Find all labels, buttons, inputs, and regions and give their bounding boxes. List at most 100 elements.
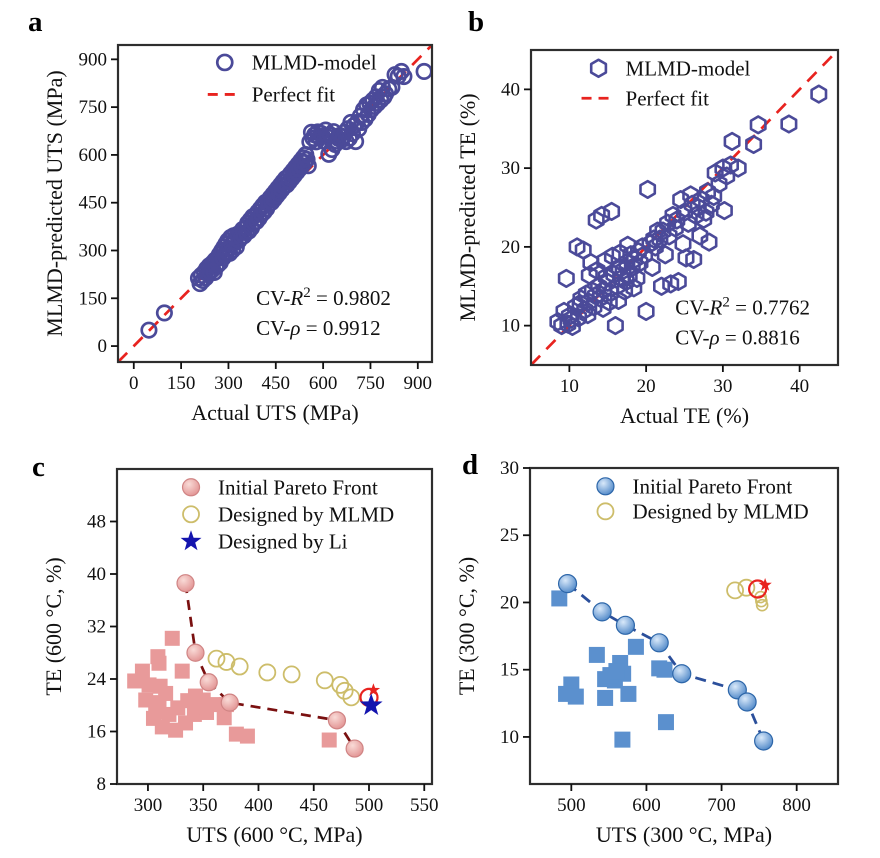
data-point-square [567,688,584,705]
data-point-hexagon [611,243,629,263]
y-tick-label: 32 [87,617,106,638]
y-tick-label: 10 [501,316,520,337]
data-point-star [180,530,202,551]
x-tick-label: 10 [560,376,579,397]
y-tick-label: 600 [79,145,108,166]
y-tick-label: 900 [79,49,108,70]
panel-a: a 0 150 300 450 600 750 900 0 150 300 450 600 750 900… [0,0,440,429]
y-tick-label: 30 [500,458,519,479]
data-point-hexagon [631,253,649,273]
data-point-hexagon [697,202,715,222]
panel-a-letter: a [28,6,43,38]
data-point-square [656,661,673,678]
y-tick-label: 300 [79,240,108,261]
x-tick-label: 550 [410,795,439,816]
y-tick-label: 20 [500,592,519,613]
data-point-hexagon [589,58,608,79]
y-tick-label: 20 [501,237,520,258]
legend-label: Perfect fit [252,82,336,106]
data-point-hexagon [656,245,674,265]
data-point-square [321,732,337,748]
data-point-open-circle [331,676,350,694]
panel-d-letter: d [462,449,479,481]
data-point-hexagon [810,84,828,104]
y-tick-label: 8 [97,774,107,795]
data-point-hexagon [710,174,728,194]
panel-c: c 300 350 400 450 500 550 8 16 24 32 40 48 UTS (600 … [0,429,440,858]
data-point-star [359,693,383,715]
y-tick-label: 15 [500,660,519,681]
data-point-open-circle [317,121,335,139]
data-point-hexagon [780,114,798,134]
x-tick-label: 450 [299,795,328,816]
data-point-hexagon [715,201,733,221]
data-point-open-circle [342,688,361,707]
data-point-square [138,692,154,708]
data-point-square [178,715,194,731]
data-point-hexagon [588,260,606,281]
x-tick-label: 20 [637,376,656,397]
data-point-sphere [737,692,757,712]
y-tick-label: 150 [79,288,108,309]
data-point-hexagon [637,301,655,322]
data-point-sphere [199,673,218,692]
data-point-hexagon [729,158,747,178]
data-point-star [758,578,772,591]
annotation: CV-ρ = 0.8816 [675,326,799,350]
y-axis-label: TE (300 °C, %) [454,557,479,695]
data-point-open-circle [726,581,744,600]
x-tick-label: 150 [167,373,196,394]
y-tick-label: 24 [87,669,107,690]
data-point-square [158,685,174,701]
data-point-hexagon [646,237,664,257]
x-tick-label: 600 [632,795,661,816]
data-point-open-circle [230,657,249,676]
data-point-sphere [592,602,612,622]
data-point-sphere [557,574,578,594]
panel-b-letter: b [468,6,485,38]
legend-label: Designed by Li [218,529,348,553]
y-tick-label: 750 [79,97,108,118]
data-point-square [551,590,568,607]
data-point-hexagon [685,249,703,270]
data-point-square [239,728,255,744]
legend-label: Designed by MLMD [218,502,394,526]
y-axis-label: MLMD-predicted UTS (MPa) [42,70,67,336]
y-tick-label: 40 [501,79,520,100]
data-point-hexagon [593,205,611,225]
axis-box [529,48,840,367]
data-point-open-circle [207,649,226,668]
data-point-hexagon [695,209,713,229]
data-point-open-circle [258,663,277,682]
data-point-square [620,685,637,702]
y-tick-label: 30 [501,158,520,179]
data-point-square [608,663,625,680]
data-point-hexagon [643,257,661,278]
data-point-sphere [672,664,692,684]
panel-d: d 500 600 700 800 10 15 20 25 30 UTS (300 °C, MPa… [440,429,880,858]
y-tick-label: 450 [79,193,108,214]
data-point-sphere [176,574,195,593]
data-point-open-circle [215,53,234,72]
data-point-sphere [327,711,347,730]
data-point-hexagon [691,226,709,246]
data-point-sphere [345,739,364,758]
data-point-open-circle [755,598,769,612]
data-point-sphere [186,643,205,662]
data-point-star [366,683,381,696]
data-point-square [190,699,206,715]
x-tick-label: 800 [782,795,811,816]
data-point-square [127,673,143,689]
y-tick-label: 40 [87,564,106,585]
data-point-square [174,663,190,679]
data-point-square [145,710,161,726]
data-point-sphere [615,615,636,635]
x-tick-label: 300 [214,373,243,394]
y-tick-label: 16 [87,722,106,743]
data-point-square [657,714,674,731]
x-tick-label: 0 [129,373,139,394]
legend-label: Initial Pareto Front [632,474,792,498]
x-tick-label: 500 [355,795,384,816]
annotation: CV-R2 = 0.7762 [675,295,810,320]
